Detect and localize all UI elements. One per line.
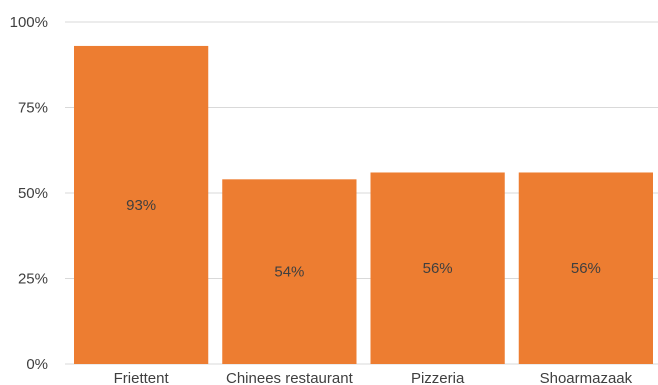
y-axis-tick-labels: 0% 25% 50% 75% 100% (10, 14, 48, 373)
y-tick-label: 25% (18, 271, 48, 288)
bar-shoarmazaak (518, 172, 653, 364)
x-category-label: Friettent (114, 370, 170, 385)
bar-data-labels: 93% 54% 56% 56% (126, 197, 601, 281)
y-tick-label: 100% (10, 14, 48, 31)
bar-data-label: 56% (423, 260, 453, 277)
bar-data-label: 56% (571, 260, 601, 277)
x-category-label: Shoarmazaak (540, 370, 633, 385)
bar-data-label: 54% (274, 264, 304, 281)
y-tick-label: 75% (18, 100, 48, 117)
bar-chinees-restaurant (222, 179, 357, 364)
x-category-label: Pizzeria (411, 370, 465, 385)
bar-pizzeria (370, 172, 505, 364)
bar-friettent (74, 45, 209, 364)
bar-data-label: 93% (126, 197, 156, 214)
bars (74, 45, 653, 364)
x-category-label: Chinees restaurant (226, 370, 354, 385)
y-tick-label: 50% (18, 185, 48, 202)
x-axis-category-labels: Friettent Chinees restaurant Pizzeria Shoar… (114, 370, 633, 385)
y-tick-label: 0% (26, 356, 48, 373)
